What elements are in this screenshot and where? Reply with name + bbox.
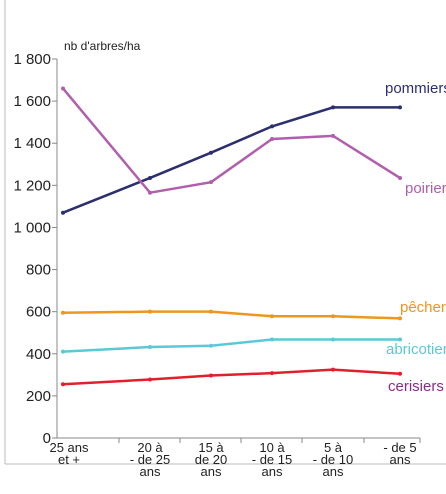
x-tick-line: 5 à bbox=[324, 440, 343, 455]
x-tick-line: - de 15 bbox=[252, 452, 292, 467]
point bbox=[331, 133, 335, 138]
y-tick-label: 200 bbox=[26, 388, 51, 405]
x-tick-line: - de 25 bbox=[130, 452, 170, 467]
point bbox=[61, 382, 65, 387]
x-tick-line: et + bbox=[58, 452, 80, 467]
x-tick-label: 10 à- de 15 ans bbox=[252, 440, 292, 479]
point bbox=[209, 180, 213, 185]
y-tick-label: 0 bbox=[43, 430, 51, 447]
x-tick-line: - de 10 bbox=[313, 452, 353, 467]
point bbox=[331, 367, 335, 372]
y-tick-label: 600 bbox=[26, 304, 51, 321]
y-tick-label: 1 800 bbox=[13, 51, 51, 68]
point bbox=[61, 86, 65, 91]
point bbox=[209, 150, 213, 155]
point bbox=[148, 345, 152, 350]
point bbox=[270, 371, 274, 376]
y-tick-label: 1 400 bbox=[13, 135, 51, 152]
point bbox=[398, 371, 402, 376]
point bbox=[148, 175, 152, 180]
series-label: pommiers bbox=[385, 80, 446, 97]
point bbox=[148, 377, 152, 382]
point bbox=[209, 373, 213, 378]
y-tick-label: 400 bbox=[26, 346, 51, 363]
point bbox=[331, 105, 335, 110]
point bbox=[148, 309, 152, 314]
y-tick-label: 1 000 bbox=[13, 219, 51, 236]
y-axis-label: nb d'arbres/ha bbox=[64, 39, 141, 53]
point bbox=[398, 175, 402, 180]
x-tick-line: - de 5 bbox=[383, 440, 416, 455]
series-label: cerisiers bbox=[388, 378, 444, 395]
y-tick-label: 1 600 bbox=[13, 93, 51, 110]
series-line bbox=[62, 87, 401, 195]
y-tick-label: 1 200 bbox=[13, 177, 51, 194]
x-tick-label: 15 à de 20 ans bbox=[195, 440, 228, 479]
x-tick-line: 25 ans bbox=[49, 440, 89, 455]
x-tick-label: 25 ans et + bbox=[49, 440, 89, 467]
x-tick-line: de 20 bbox=[195, 452, 228, 467]
point bbox=[270, 124, 274, 129]
point bbox=[398, 105, 402, 110]
point bbox=[148, 190, 152, 195]
x-tick-label: 20 à- de 25 ans bbox=[130, 440, 170, 479]
point bbox=[209, 309, 213, 314]
y-tick-label: 800 bbox=[26, 262, 51, 279]
x-tick-label: 5 à- de 10 ans bbox=[313, 440, 353, 479]
x-tick-line: 15 à bbox=[198, 440, 224, 455]
point bbox=[61, 310, 65, 315]
series-line bbox=[62, 106, 400, 214]
x-tick-line: ans bbox=[201, 464, 222, 479]
x-tick-line: 20 à bbox=[137, 440, 163, 455]
point bbox=[331, 314, 335, 319]
point bbox=[270, 314, 274, 319]
x-tick-line: ans bbox=[140, 464, 161, 479]
point bbox=[331, 337, 335, 342]
series-line bbox=[62, 310, 401, 320]
point bbox=[61, 349, 65, 354]
x-tick-line: ans bbox=[323, 464, 344, 479]
x-tick-line: 10 à bbox=[259, 440, 285, 455]
x-tick-line: ans bbox=[262, 464, 283, 479]
point bbox=[398, 316, 402, 321]
point bbox=[398, 337, 402, 342]
point bbox=[209, 343, 213, 348]
point bbox=[270, 137, 274, 142]
series-line bbox=[62, 368, 401, 386]
point bbox=[270, 337, 274, 342]
series-label: abricotiers bbox=[386, 341, 446, 358]
series-label: poiriers bbox=[405, 180, 446, 197]
series-label: pêchers bbox=[400, 299, 446, 316]
point bbox=[61, 210, 65, 215]
x-tick-label: - de 5 ans bbox=[383, 440, 416, 467]
series-line bbox=[62, 338, 400, 353]
x-tick-line: ans bbox=[390, 452, 411, 467]
